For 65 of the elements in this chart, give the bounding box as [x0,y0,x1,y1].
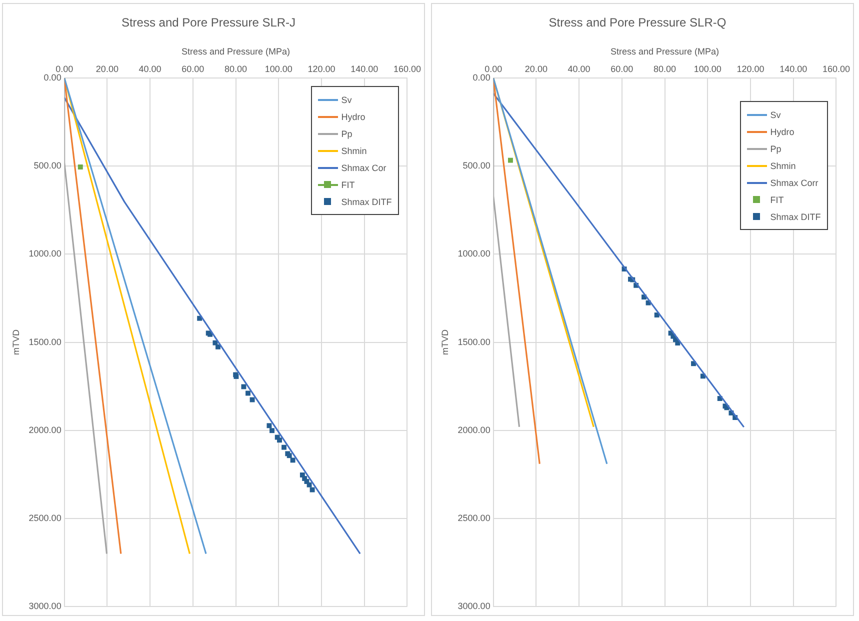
y-tick-label: 2000.00 [28,424,62,435]
x-tick-label: 120.00 [308,64,336,74]
legend-label: Pp [341,128,352,138]
legend-label: Shmax DITF [341,196,392,206]
x-tick-label: 40.00 [138,64,162,74]
legend-label: Shmin [341,146,367,156]
y-axis-title: mTVD [440,329,450,356]
x-tick-label: 140.00 [780,64,808,74]
y-tick-label: 3000.00 [458,601,490,612]
legend-label: Shmax Corr [770,178,818,188]
point [216,344,220,350]
point [270,428,274,434]
y-axis-title: mTVD [10,329,21,356]
point [250,397,255,402]
point [266,423,272,428]
chart-title: Stress and Pore Pressure SLR-Q [548,16,726,30]
point [246,390,250,396]
x-tick-label: 0.00 [56,64,74,74]
x-tick-label: 160.00 [393,64,421,74]
x-tick-label: 40.00 [568,64,590,74]
x-tick-label: 0.00 [484,64,502,74]
x-axis-title: Stress and Pressure (MPa) [182,46,290,56]
point [310,487,315,492]
point [241,384,246,390]
point [675,340,680,346]
y-tick-label: 500.00 [462,160,490,171]
x-tick-label: 80.00 [224,64,248,74]
y-tick-label: 0.00 [472,72,490,82]
point [290,458,296,463]
y-tick-label: 1000.00 [458,248,490,259]
legend-label: Hydro [770,126,794,136]
point [306,482,312,488]
x-tick-label: 20.00 [524,64,548,74]
point [277,438,282,443]
legend-label: Shmin [770,160,796,170]
point [508,158,513,163]
x-tick-label: 140.00 [350,64,378,74]
legend-label: Sv [770,110,781,120]
x-axis-title: Stress and Pressure (MPa) [610,46,720,56]
y-tick-label: 2500.00 [458,512,490,523]
legend-label: FIT [770,194,784,204]
x-tick-label: 100.00 [264,64,292,74]
y-tick-label: 1000.00 [28,248,62,259]
legend-label: Shmax DITF [770,212,821,222]
legend-label: Pp [770,144,782,154]
x-tick-label: 80.00 [654,64,676,74]
legend-label: FIT [341,180,355,190]
y-tick-label: 2500.00 [28,512,62,523]
x-tick-label: 120.00 [736,64,764,74]
legend-label: Shmax Cor [341,162,386,172]
y-tick-label: 1500.00 [28,336,62,347]
y-tick-label: 500.00 [34,160,62,171]
y-tick-label: 2000.00 [458,424,490,435]
x-tick-label: 60.00 [610,64,634,74]
point [282,444,286,450]
x-tick-label: 60.00 [182,64,204,74]
chart-title: Stress and Pore Pressure SLR-J [121,16,296,30]
x-tick-label: 20.00 [96,64,118,74]
y-tick-label: 3000.00 [28,601,62,612]
y-tick-label: 0.00 [44,72,62,82]
x-tick-label: 100.00 [694,64,722,74]
x-tick-label: 160.00 [822,64,850,74]
legend-label: Hydro [341,112,366,122]
y-tick-label: 1500.00 [458,336,490,347]
legend-label: Sv [341,94,352,104]
